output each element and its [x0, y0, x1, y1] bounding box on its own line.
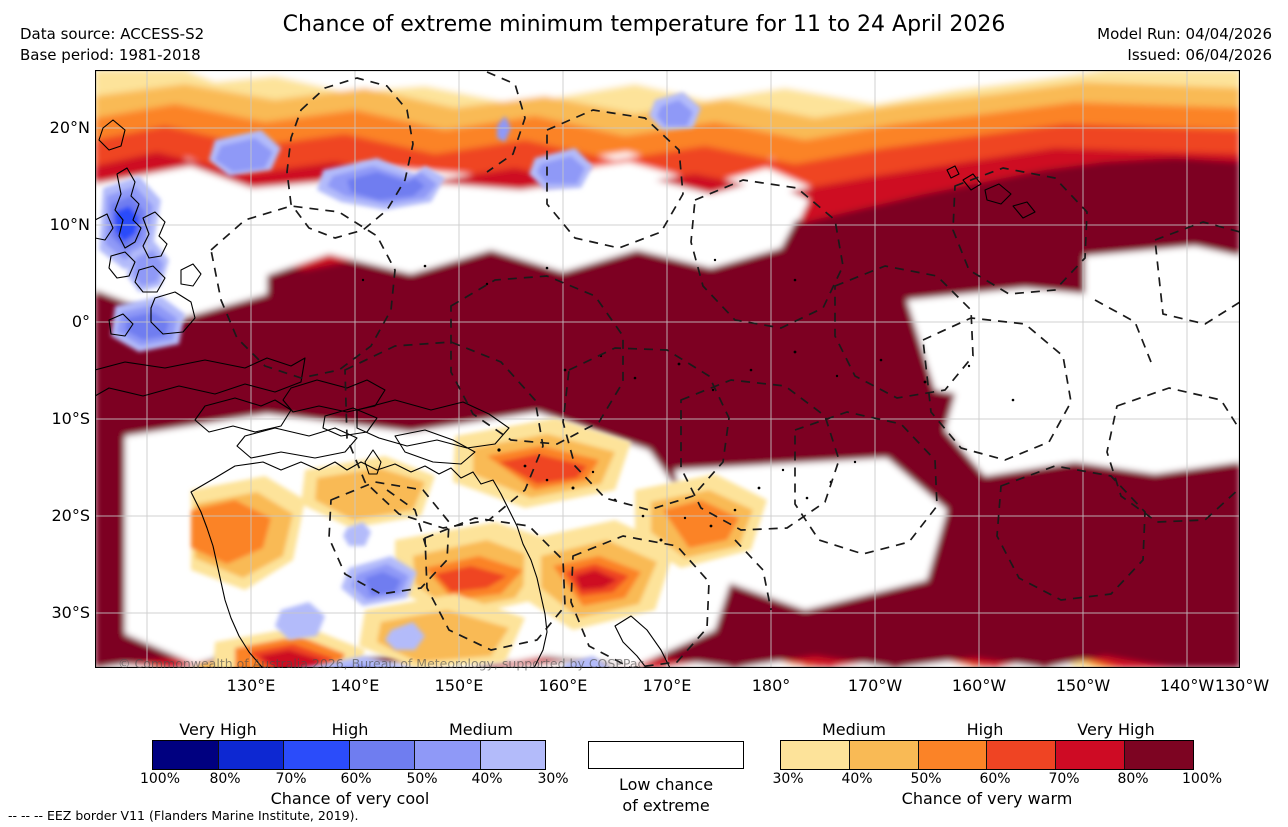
lat-label-0: 0° — [71, 312, 90, 331]
cool-legend-high-label: High — [331, 720, 369, 739]
issued-text: Issued: 06/04/2026 — [1127, 46, 1272, 64]
cool-legend-swatch-5 — [480, 741, 545, 769]
map-canvas — [95, 70, 1240, 668]
metadata-right: Model Run: 04/04/2026 Issued: 06/04/2026 — [1097, 24, 1272, 66]
lon-label-160e: 160°E — [538, 676, 588, 695]
cool-tick-30: 30% — [537, 771, 569, 787]
base-period-text: Base period: 1981-2018 — [20, 46, 201, 64]
eez-footnote: -- -- -- EEZ border V11 (Flanders Marine… — [8, 808, 359, 823]
lon-label-130w: 130°W — [1214, 676, 1270, 695]
cool-tick-40: 40% — [471, 771, 503, 787]
warm-tick-80: 80% — [1117, 771, 1149, 787]
warm-legend-swatch-1 — [849, 741, 919, 769]
cool-legend-swatch-1 — [218, 741, 284, 769]
warm-legend-swatch-5 — [1125, 741, 1193, 769]
cool-legend-swatch-3 — [349, 741, 415, 769]
warm-legend-swatch-4 — [1056, 741, 1126, 769]
warm-tick-50: 50% — [910, 771, 942, 787]
low-chance-line2: of extreme — [622, 796, 710, 815]
low-chance-label: Low chance of extreme — [568, 774, 764, 816]
cool-tick-80: 80% — [209, 771, 241, 787]
warm-legend-swatch-2 — [918, 741, 988, 769]
graticule — [95, 70, 1240, 668]
warm-legend-very-high-label: Very High — [1077, 720, 1155, 739]
lon-label-170w: 170°W — [847, 676, 903, 695]
cool-legend-very-high-label: Very High — [179, 720, 257, 739]
map-frame — [95, 70, 1240, 668]
warm-tick-40: 40% — [841, 771, 873, 787]
page-title: Chance of extreme minimum temperature fo… — [282, 12, 1006, 37]
low-chance-line1: Low chance — [618, 775, 714, 794]
model-run-text: Model Run: 04/04/2026 — [1097, 25, 1272, 43]
cool-legend-caption: Chance of very cool — [270, 789, 430, 808]
cool-legend-swatch-2 — [284, 741, 350, 769]
lon-label-180: 180° — [751, 676, 791, 695]
warm-legend-caption: Chance of very warm — [901, 789, 1073, 808]
warm-legend-swatch-0 — [781, 741, 850, 769]
lon-label-160w: 160°W — [951, 676, 1007, 695]
cool-tick-100: 100% — [139, 771, 181, 787]
warm-colorbar[interactable] — [780, 740, 1194, 770]
warm-legend-high-label: High — [966, 720, 1004, 739]
cool-tick-60: 60% — [340, 771, 372, 787]
warm-tick-100: 100% — [1181, 771, 1223, 787]
lon-label-150w: 150°W — [1055, 676, 1111, 695]
low-chance-swatch — [588, 741, 744, 769]
map-credit: © Commonwealth of Australia 2026, Bureau… — [118, 656, 645, 671]
lat-label-30s: 30°S — [51, 603, 90, 622]
lat-label-10n: 10°N — [49, 215, 90, 234]
warm-legend-swatch-3 — [987, 741, 1057, 769]
lon-label-150e: 150°E — [434, 676, 484, 695]
cool-contour-fills — [99, 92, 701, 668]
lat-label-20n: 20°N — [49, 118, 90, 137]
warm-tick-60: 60% — [979, 771, 1011, 787]
lat-label-20s: 20°S — [51, 506, 90, 525]
forecast-map — [95, 70, 1240, 668]
cool-legend-swatch-4 — [415, 741, 481, 769]
cool-tick-70: 70% — [275, 771, 307, 787]
lat-label-10s: 10°S — [51, 409, 90, 428]
lon-label-170e: 170°E — [642, 676, 692, 695]
data-source-text: Data source: ACCESS-S2 — [20, 25, 205, 43]
cool-legend-medium-label: Medium — [449, 720, 513, 739]
lon-label-130e: 130°E — [226, 676, 276, 695]
cool-legend-swatch-0 — [153, 741, 219, 769]
lon-label-140e: 140°E — [330, 676, 380, 695]
cool-colorbar[interactable] — [152, 740, 546, 770]
cool-tick-50: 50% — [406, 771, 438, 787]
warm-tick-70: 70% — [1048, 771, 1080, 787]
lon-label-140w: 140°W — [1159, 676, 1215, 695]
metadata-left: Data source: ACCESS-S2 Base period: 1981… — [20, 24, 204, 66]
warm-legend-medium-label: Medium — [822, 720, 886, 739]
eez-borders — [210, 71, 1240, 668]
warm-tick-30: 30% — [772, 771, 804, 787]
